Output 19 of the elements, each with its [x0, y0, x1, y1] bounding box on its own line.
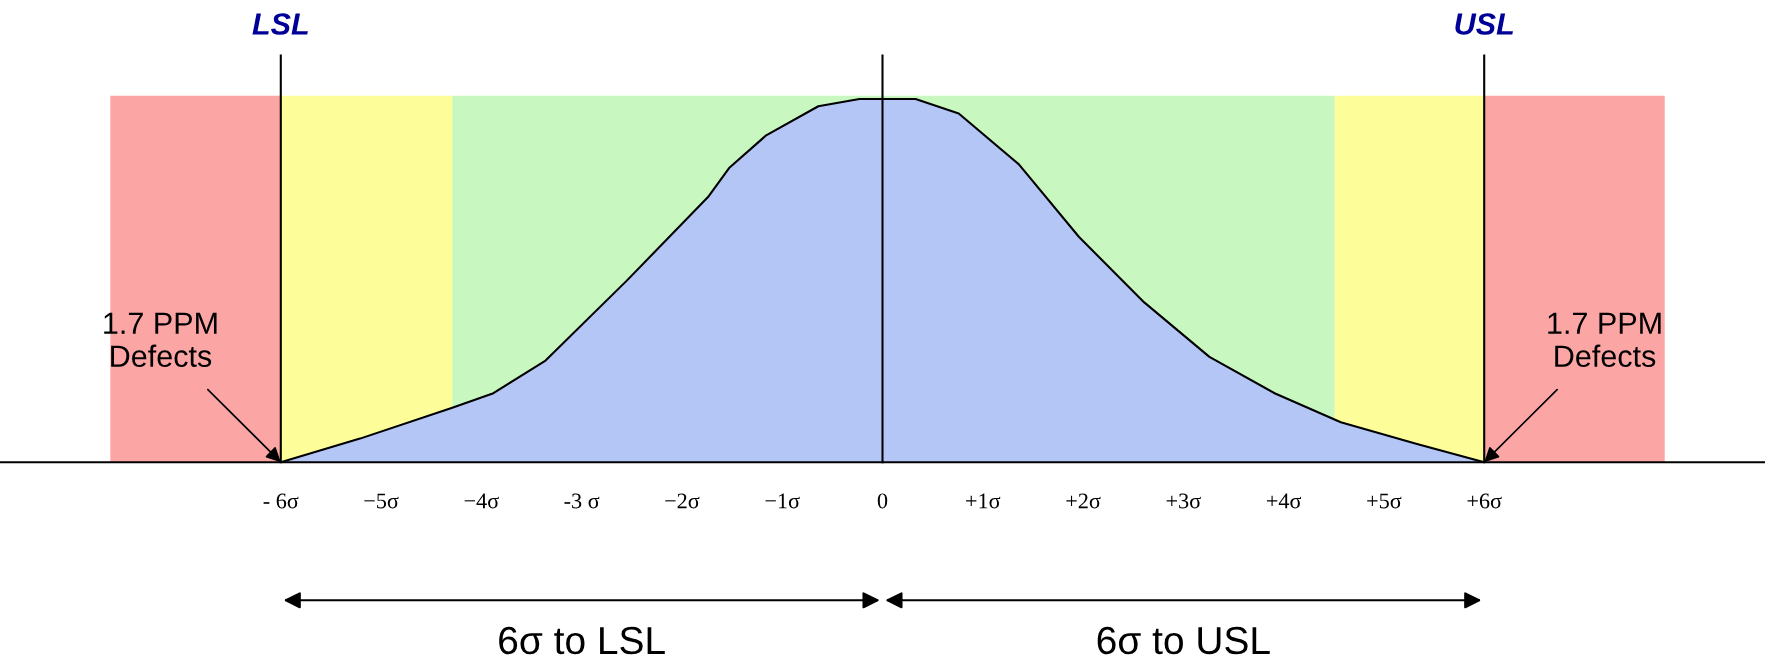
x-tick-label: −5σ — [364, 493, 399, 509]
x-tick-label: −4σ — [464, 493, 499, 509]
x-tick-label: - 6σ — [263, 493, 299, 509]
annotation: 1.7 PPM Defects — [1548, 312, 1661, 368]
x-tick-label: −2σ — [665, 493, 700, 509]
ref-line-label: LSL — [252, 13, 308, 35]
x-tick-label: -3 σ — [564, 493, 600, 509]
text: 6σ to LSL — [499, 626, 665, 655]
x-tick-label: +2σ — [1066, 493, 1101, 509]
text: 6σ to USL — [1097, 626, 1270, 655]
x-tick-label: +3σ — [1166, 493, 1201, 509]
x-tick-label: −1σ — [765, 493, 800, 509]
ref-line-label: USL — [1455, 13, 1513, 35]
x-tick-label: +6σ — [1467, 493, 1502, 509]
x-tick-label: +1σ — [966, 493, 1001, 509]
x-tick-label: 0 — [877, 493, 888, 509]
annotation: 1.7 PPM Defects — [104, 312, 217, 368]
x-tick-label: +4σ — [1266, 493, 1302, 509]
x-tick-label: +5σ — [1367, 493, 1402, 509]
